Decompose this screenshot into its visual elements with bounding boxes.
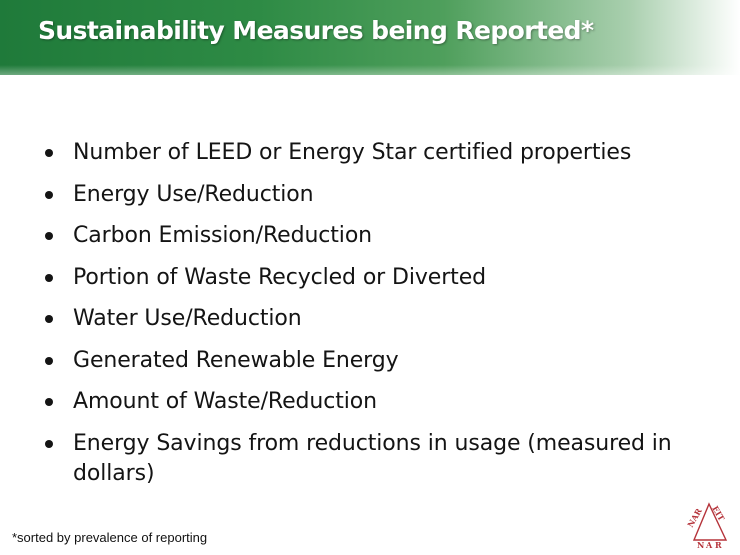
footnote: *sorted by prevalence of reporting [12,530,208,545]
bullet-item: Water Use/Reduction [40,304,690,334]
bullet-item: Portion of Waste Recycled or Diverted [40,263,690,293]
title-bar: Sustainability Measures being Reported* [0,0,740,75]
bullet-text: Carbon Emission/Reduction [73,223,373,248]
bullet-dot-icon [45,190,53,199]
bullet-dot-icon [45,315,53,323]
bullet-dot-icon [45,273,53,282]
bullet-text: Water Use/Reduction [73,306,302,331]
bullet-item: Amount of Waste/Reduction [40,387,690,417]
bullet-text: Portion of Waste Recycled or Diverted [73,264,486,290]
bullet-dot-icon [45,356,53,365]
bullet-text: Number of LEED or Energy Star certified … [73,140,632,165]
bullet-text: Generated Renewable Energy [73,347,399,373]
svg-text:A: A [705,540,713,550]
bullet-list: Number of LEED or Energy Star certified … [40,138,690,500]
bullet-text: Energy Use/Reduction [73,181,314,207]
bullet-item: Energy Use/Reduction [40,180,690,210]
svg-text:N: N [697,540,704,550]
svg-text:R: R [715,540,722,550]
bullet-item: Generated Renewable Energy [40,346,690,376]
slide-title: Sustainability Measures being Reported* [38,16,594,45]
bullet-dot-icon [45,149,53,157]
bullet-dot-icon [45,439,53,448]
bullet-dot-icon [45,232,53,240]
bullet-item: Carbon Emission/Reduction [40,221,690,251]
bullet-item: Number of LEED or Energy Star certified … [40,138,690,168]
bullet-text: Energy Savings from reductions in usage … [73,430,672,486]
bullet-text: Amount of Waste/Reduction [73,389,377,414]
svg-text:NAR: NAR [685,506,704,529]
bullet-item: Energy Savings from reductions in usage … [40,429,690,489]
bullet-dot-icon [45,398,53,406]
nareit-logo-icon: NAR EIT N A R [685,502,728,550]
